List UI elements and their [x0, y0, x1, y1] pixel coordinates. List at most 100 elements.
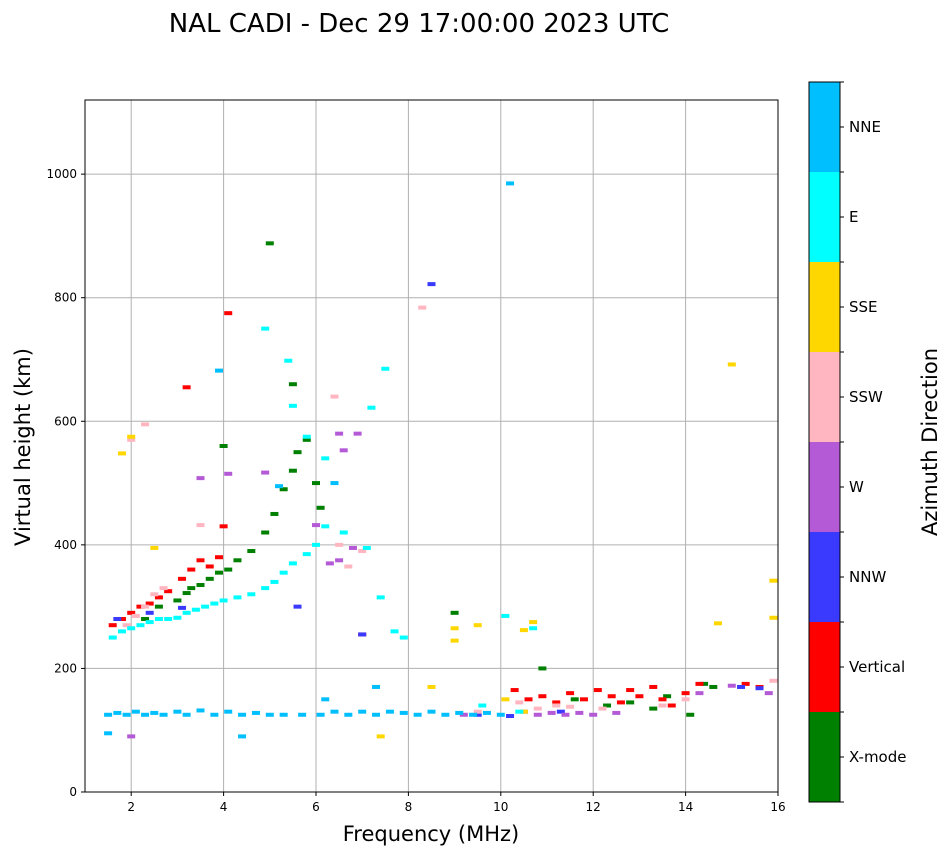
y-tick-label: 200 — [54, 661, 77, 675]
colorbar-segment — [809, 172, 840, 262]
echo-e — [261, 326, 270, 331]
echo-vertical — [658, 697, 667, 702]
x-axis-label: Frequency (MHz) — [343, 822, 519, 846]
echo-vertical — [649, 684, 658, 689]
echo-w — [335, 431, 344, 436]
echo-ssw — [159, 586, 168, 591]
echo-sse — [150, 545, 159, 550]
echo-w — [353, 431, 362, 436]
x-tick-label: 14 — [678, 800, 693, 814]
echo-x-mode — [265, 241, 274, 246]
echo-ssw — [473, 709, 482, 714]
echo-w — [339, 448, 348, 453]
colorbar-tick-label: X-mode — [849, 748, 906, 766]
echo-x-mode — [663, 694, 672, 699]
echo-x-mode — [154, 604, 163, 609]
echo-nne — [298, 712, 307, 717]
echo-e — [515, 709, 524, 714]
echo-vertical — [127, 610, 136, 615]
echo-nnw — [473, 712, 482, 717]
echo-x-mode — [187, 586, 196, 591]
echo-ssw — [418, 305, 427, 310]
echo-e — [145, 620, 154, 625]
echo-w — [224, 471, 233, 476]
echo-nne — [251, 710, 260, 715]
echo-vertical — [214, 555, 223, 560]
echo-w — [312, 523, 320, 528]
echo-w — [612, 710, 621, 715]
echo-ssw — [122, 623, 131, 628]
x-tick-label: 16 — [770, 800, 785, 814]
echo-x-mode — [302, 437, 311, 442]
echo-nne — [385, 709, 394, 714]
echo-e — [233, 595, 242, 600]
echo-vertical — [579, 697, 588, 702]
echo-vertical — [626, 688, 635, 693]
echo-nne — [469, 712, 478, 717]
echo-vertical — [552, 700, 561, 705]
x-axis-ticks: 2 4 6 8 10 12 14 16 — [127, 792, 786, 814]
echo-sse — [769, 578, 778, 583]
x-tick-label: 8 — [405, 800, 413, 814]
echo-ssw — [769, 678, 778, 683]
echo-nnw — [178, 605, 187, 610]
echo-e — [154, 617, 163, 621]
echo-e — [210, 601, 219, 606]
echo-e — [339, 530, 348, 535]
echo-x-mode — [312, 481, 320, 486]
echo-nne — [441, 712, 450, 717]
echo-nne — [113, 710, 122, 715]
echo-nnw — [145, 610, 154, 615]
echo-nne — [413, 712, 422, 717]
data-points — [104, 181, 778, 739]
echo-nne — [265, 712, 274, 717]
colorbar-segment — [809, 82, 840, 172]
echo-x-mode — [316, 505, 325, 510]
echo-w — [533, 712, 542, 717]
echo-vertical — [616, 700, 625, 705]
echo-x-mode — [288, 468, 297, 473]
echo-e — [127, 626, 136, 631]
echo-x-mode — [686, 712, 695, 717]
echo-w — [459, 712, 468, 717]
echo-ssw — [658, 703, 667, 708]
echo-vertical — [187, 567, 196, 572]
y-axis-label: Virtual height (km) — [11, 348, 35, 546]
echo-nnw — [755, 686, 764, 691]
echo-nne — [330, 481, 339, 486]
echo-e — [288, 561, 297, 566]
echo-nne — [159, 712, 168, 717]
echo-w — [261, 470, 270, 475]
echo-e — [321, 524, 330, 529]
echo-nne — [238, 712, 247, 717]
echo-e — [399, 635, 408, 640]
echo-vertical — [741, 681, 750, 686]
echo-sse — [127, 434, 136, 439]
echo-x-mode — [173, 598, 182, 603]
echo-sse — [450, 638, 459, 643]
echo-x-mode — [233, 558, 242, 563]
echo-w — [764, 691, 773, 696]
echo-nne — [482, 710, 491, 715]
chart-title: NAL CADI - Dec 29 17:00:00 2023 UTC — [169, 9, 669, 39]
echo-nne — [104, 731, 113, 736]
y-axis-ticks: 0 200 400 600 800 1000 — [46, 167, 85, 799]
echo-sse — [519, 709, 528, 714]
colorbar-tick-label: SSW — [849, 388, 883, 406]
echo-e — [376, 595, 385, 600]
echo-x-mode — [219, 444, 228, 448]
echo-ssw — [330, 394, 339, 399]
echo-e — [362, 545, 371, 550]
x-tick-label: 10 — [493, 800, 508, 814]
echo-nne — [150, 710, 159, 715]
echo-nne — [104, 712, 113, 717]
echo-vertical — [154, 595, 163, 600]
echo-x-mode — [626, 700, 635, 705]
echo-nne — [506, 181, 515, 186]
echo-x-mode — [570, 697, 579, 702]
colorbar-segment — [809, 442, 840, 532]
echo-e — [279, 570, 288, 575]
echo-e — [164, 617, 173, 621]
echo-e — [381, 366, 390, 371]
plot-frame — [84, 99, 779, 793]
